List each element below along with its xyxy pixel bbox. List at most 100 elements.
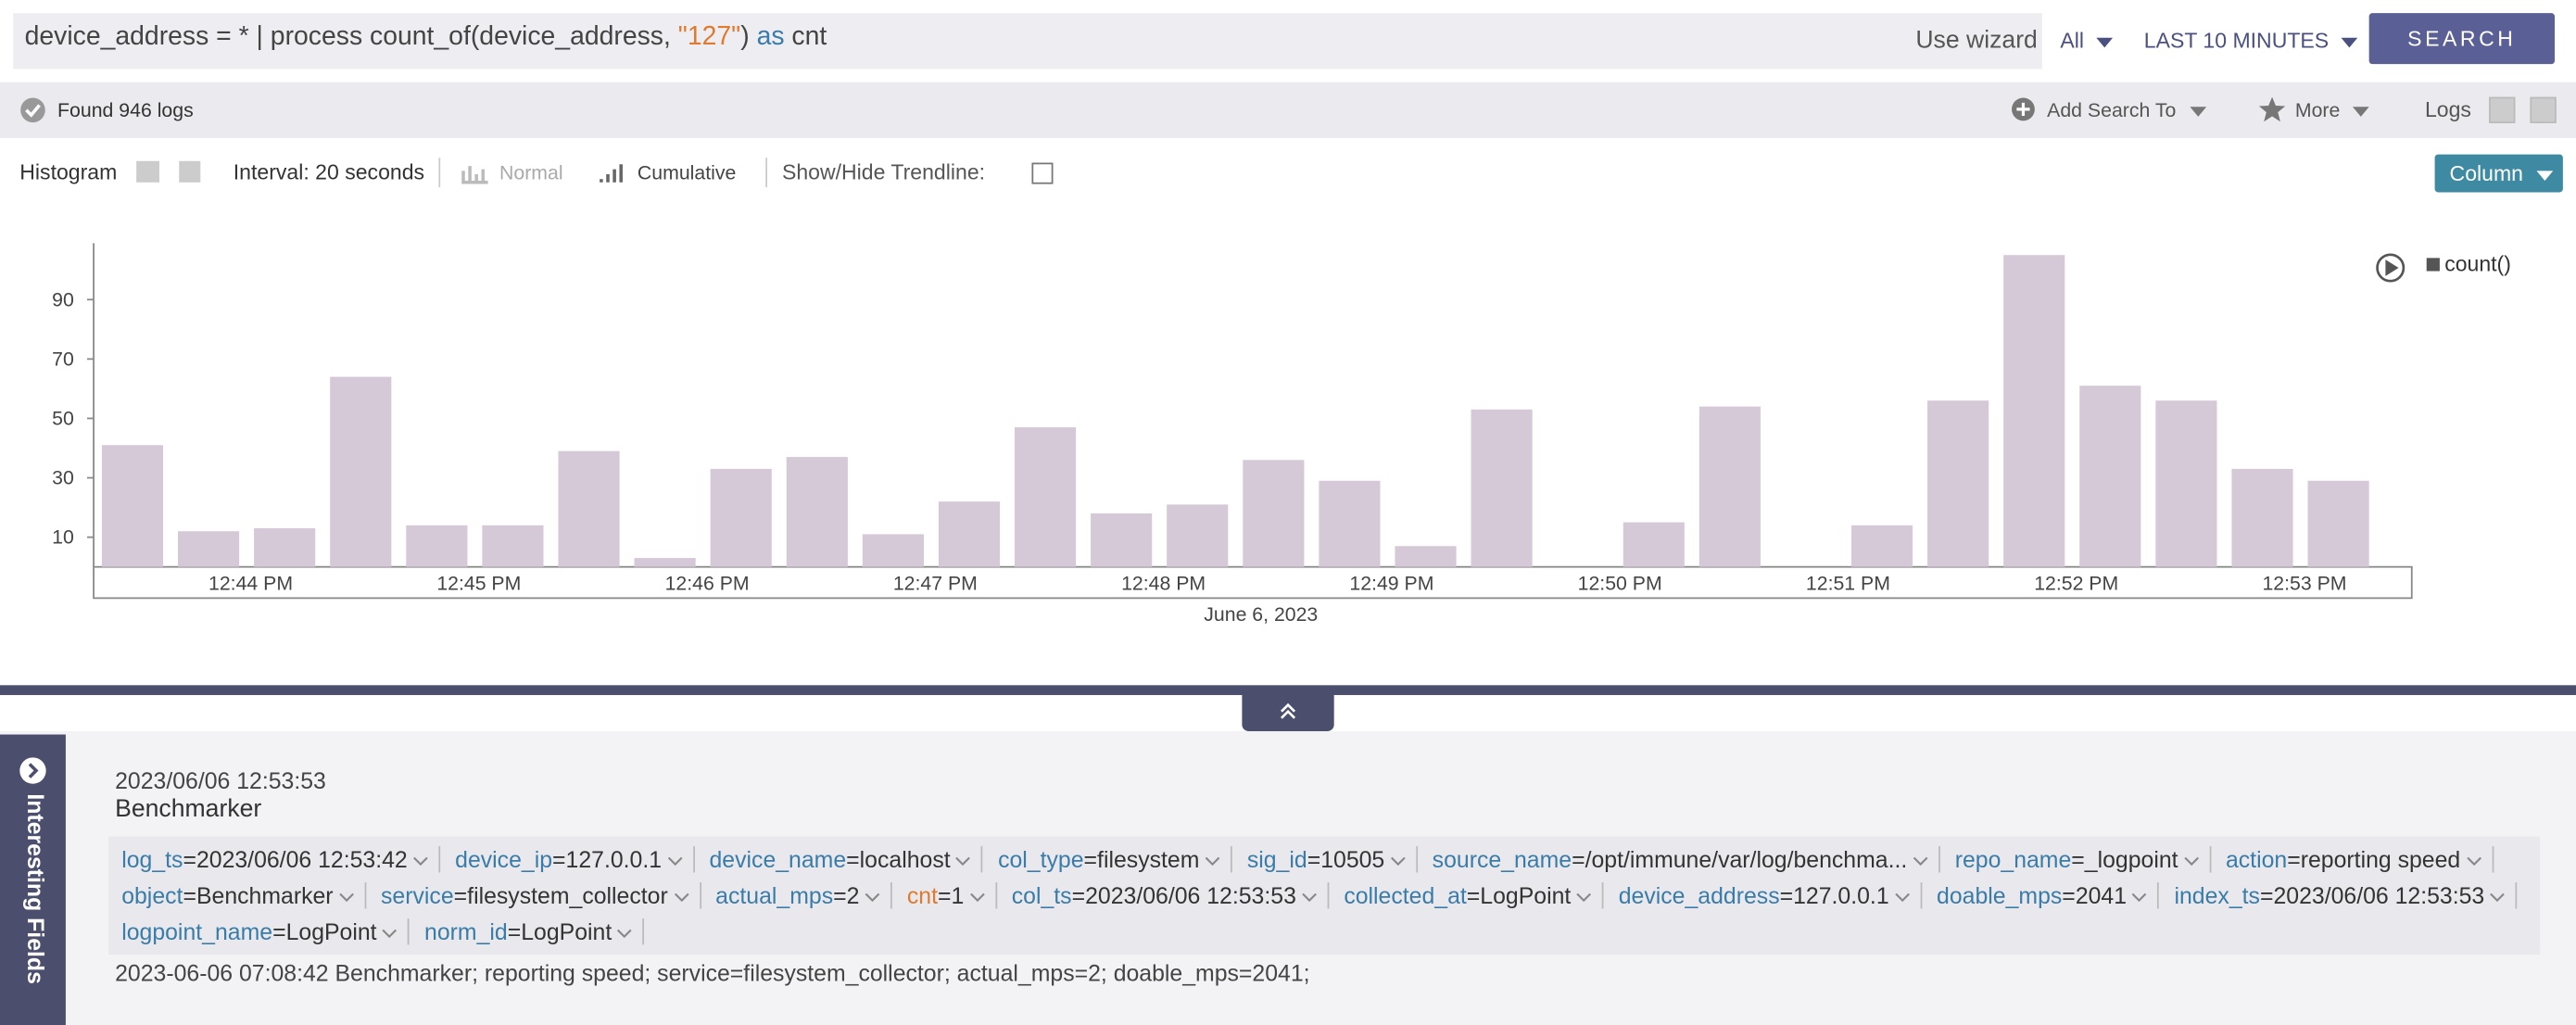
- field-separator: =: [1071, 882, 1086, 909]
- field-caret: [2183, 856, 2199, 867]
- field-key: col_ts: [1011, 882, 1072, 909]
- log-field[interactable]: log_ts=2023/06/06 12:53:42: [115, 846, 441, 873]
- bar: [406, 525, 468, 567]
- x-tick-label: 12:53 PM: [2262, 573, 2346, 595]
- log-field[interactable]: object=Benchmarker: [115, 882, 367, 909]
- log-field[interactable]: col_ts=2023/06/06 12:53:53: [1005, 882, 1330, 909]
- field-value: 2023/06/06 12:53:42: [196, 846, 408, 873]
- field-separator: =: [2259, 882, 2274, 909]
- bar: [2231, 468, 2293, 567]
- y-tick-label: 10: [52, 526, 74, 549]
- bar: [558, 450, 620, 567]
- log-field[interactable]: doable_mps=2041: [1930, 882, 2160, 909]
- normal-option[interactable]: Normal: [499, 160, 563, 184]
- log-field[interactable]: sig_id=10505: [1241, 846, 1418, 873]
- field-value: LogPoint: [521, 918, 612, 945]
- field-caret: [865, 892, 880, 903]
- view-toggle-a[interactable]: [2489, 96, 2516, 123]
- cumulative-option[interactable]: Cumulative: [637, 160, 737, 184]
- bar: [178, 531, 240, 567]
- bar: [938, 501, 1001, 567]
- field-key: device_address: [1618, 882, 1780, 909]
- column-select[interactable]: Column: [2434, 154, 2563, 193]
- found-count: Found 946 logs: [57, 98, 194, 122]
- x-tick-label: 12:48 PM: [1121, 573, 1206, 595]
- add-search-to[interactable]: Add Search To: [2047, 98, 2206, 121]
- field-key: object: [121, 882, 183, 909]
- log-field[interactable]: device_name=localhost: [702, 846, 984, 873]
- log-field[interactable]: repo_name=_logpoint: [1949, 846, 2212, 873]
- field-key: norm_id: [424, 918, 508, 945]
- caret-path: [955, 856, 971, 867]
- field-caret: [1390, 856, 1406, 867]
- histogram-toggle-b[interactable]: [179, 160, 201, 183]
- log-field[interactable]: collected_at=LogPoint: [1337, 882, 1604, 909]
- field-separator: =: [833, 882, 847, 909]
- panel-divider[interactable]: [0, 685, 2576, 695]
- log-field[interactable]: service=filesystem_collector: [374, 882, 701, 909]
- log-field[interactable]: action=reporting speed: [2219, 846, 2494, 873]
- log-field[interactable]: col_type=filesystem: [991, 846, 1232, 873]
- search-button[interactable]: SEARCH: [2368, 13, 2556, 65]
- caret-path: [1576, 892, 1592, 903]
- bar: [330, 376, 392, 567]
- field-separator: =: [2062, 882, 2076, 909]
- use-wizard[interactable]: Use wizard: [1915, 26, 2038, 55]
- field-caret: [382, 929, 398, 939]
- field-key: sig_id: [1246, 846, 1307, 873]
- collapse-icon: [1280, 702, 1296, 719]
- y-tick-label: 50: [52, 408, 74, 430]
- field-key: logpoint_name: [121, 918, 273, 945]
- log-field[interactable]: norm_id=LogPoint: [418, 918, 645, 945]
- histogram-toggle-a[interactable]: [136, 160, 159, 183]
- field-separator: =: [1083, 846, 1098, 873]
- log-field[interactable]: logpoint_name=LogPoint: [115, 918, 410, 945]
- bar: [1850, 525, 1913, 567]
- caret-path: [413, 856, 428, 867]
- log-field[interactable]: actual_mps=2: [709, 882, 892, 909]
- caret-path: [1390, 856, 1406, 867]
- log-source: Benchmarker: [115, 795, 262, 824]
- log-field[interactable]: device_ip=127.0.0.1: [448, 846, 695, 873]
- bar: [1471, 409, 1533, 567]
- field-separator: =: [507, 918, 522, 945]
- collapse-tab[interactable]: [1242, 693, 1334, 731]
- log-field[interactable]: source_name=/opt/immune/var/log/benchma.…: [1426, 846, 1940, 873]
- field-caret: [1576, 892, 1592, 903]
- field-value: 2041: [2075, 882, 2128, 909]
- search-input[interactable]: [13, 13, 2042, 70]
- field-key: col_type: [998, 846, 1084, 873]
- caret-path: [1205, 856, 1220, 867]
- caret-path: [1302, 892, 1317, 903]
- bar: [1698, 406, 1761, 567]
- x-tick-label: 12:44 PM: [208, 573, 293, 595]
- x-tick-label: 12:52 PM: [2034, 573, 2118, 595]
- view-toggle-b[interactable]: [2530, 96, 2557, 123]
- scope-select[interactable]: All: [2060, 28, 2114, 53]
- log-field[interactable]: device_address=127.0.0.1: [1612, 882, 1923, 909]
- field-separator: =: [1307, 846, 1321, 873]
- bar: [254, 528, 316, 567]
- log-timestamp: 2023/06/06 12:53:53: [115, 766, 326, 794]
- scope-label: All: [2060, 28, 2084, 53]
- more-menu[interactable]: More: [2294, 98, 2370, 122]
- bar: [1243, 460, 1305, 567]
- more-label: More: [2294, 98, 2341, 122]
- field-value: localhost: [859, 846, 951, 873]
- caret-path: [2183, 856, 2199, 867]
- status-bar: [0, 82, 2576, 138]
- field-caret: [338, 892, 354, 903]
- field-separator: =: [272, 918, 286, 945]
- bar: [101, 445, 164, 567]
- x-tick-label: 12:49 PM: [1349, 573, 1433, 595]
- field-separator: =: [1466, 882, 1481, 909]
- add-icon: [2012, 97, 2035, 121]
- caret-path: [674, 892, 688, 903]
- time-range[interactable]: LAST 10 MINUTES: [2144, 28, 2359, 53]
- x-tick-label: 12:45 PM: [436, 573, 521, 595]
- caret-path: [617, 929, 633, 939]
- log-field[interactable]: index_ts=2023/06/06 12:53:53: [2167, 882, 2518, 909]
- x-tick-label: 12:47 PM: [893, 573, 978, 595]
- log-field[interactable]: cnt=1: [901, 882, 997, 909]
- trendline-checkbox[interactable]: [1031, 162, 1054, 184]
